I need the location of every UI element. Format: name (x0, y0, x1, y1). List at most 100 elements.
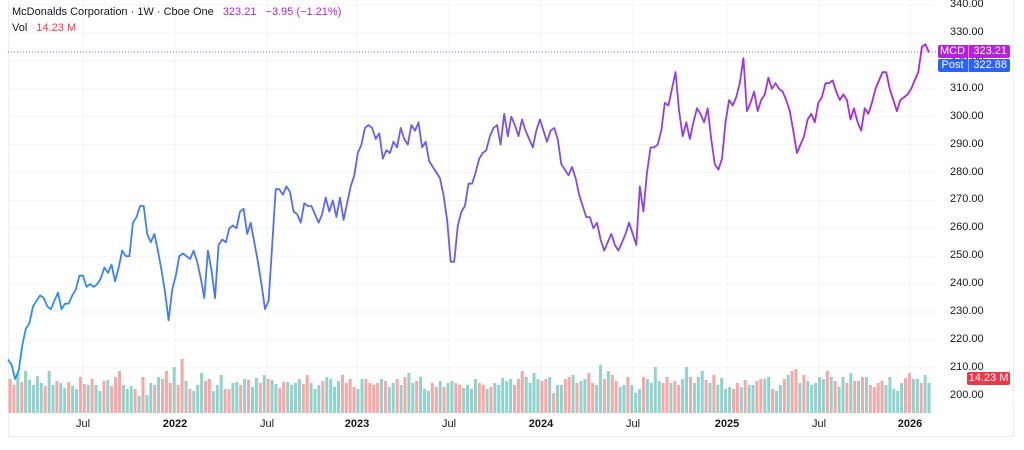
volume-bar (622, 385, 626, 413)
volume-bar (305, 375, 309, 413)
volume-bar (172, 367, 176, 413)
volume-bar (219, 375, 223, 413)
volume-bar (911, 379, 915, 413)
volume-bar (681, 379, 685, 413)
volume-bar (372, 385, 376, 413)
volume-bar (90, 379, 94, 413)
price-tick-label: 280.00 (950, 165, 984, 178)
volume-bar (352, 387, 356, 413)
symbol-title[interactable]: McDonalds Corporation · 1W · Cboe One (12, 6, 214, 18)
volume-bar (98, 391, 102, 413)
volume-bar (133, 389, 137, 413)
volume-bar (344, 383, 348, 413)
volume-bar (501, 378, 505, 413)
volume-bar (82, 384, 86, 413)
volume-bar (200, 373, 204, 413)
volume-bar (904, 378, 907, 413)
volume-bar (923, 375, 927, 413)
volume-bar (51, 385, 55, 413)
volume-bar (470, 389, 473, 413)
volume-bar (712, 375, 716, 413)
volume-bar (426, 391, 430, 413)
volume-bar (454, 383, 458, 413)
volume-bar (802, 375, 806, 413)
price-line (7, 43, 930, 380)
chart-legend: McDonalds Corporation · 1W · Cboe One 32… (12, 4, 341, 36)
volume-bar (161, 379, 164, 413)
volume-bar (513, 385, 516, 413)
volume-value: 14.23 M (36, 22, 77, 34)
volume-bar (747, 385, 751, 413)
mcd-price-badge: MCD 323.21 (938, 45, 1010, 58)
volume-bar (266, 379, 270, 413)
price-tick-label: 240.00 (950, 277, 984, 290)
volume-bar (383, 381, 387, 413)
volume-bar (579, 381, 583, 413)
volume-bar (196, 385, 200, 413)
volume-bar (243, 379, 247, 413)
volume-bar (485, 389, 489, 413)
volume-bar (528, 383, 532, 413)
volume-bar (442, 387, 446, 413)
post-badge-label: Post (941, 59, 964, 71)
volume-bar (614, 381, 618, 413)
chart-panel[interactable] (8, 0, 1014, 437)
volume-bar (790, 371, 794, 413)
volume-bar (239, 385, 243, 413)
volume-bar (896, 391, 900, 413)
volume-bar (274, 384, 278, 413)
volume-bar (759, 379, 763, 413)
volume-bar (356, 389, 360, 413)
volume-bar (661, 383, 665, 413)
volume-bar (692, 383, 696, 413)
volume-bar (798, 383, 802, 413)
price-tick-label: 270.00 (950, 193, 984, 206)
volume-bar (407, 373, 411, 413)
last-price: 323.21 (222, 6, 257, 18)
volume-bar (685, 367, 688, 413)
volume-bar (544, 379, 548, 413)
volume-bar (649, 383, 653, 413)
volume-bar (497, 385, 501, 413)
volume-bar (853, 381, 857, 413)
grid-lines (9, 0, 935, 414)
volume-bar (282, 382, 286, 413)
volume-bar (606, 371, 610, 413)
volume-bar (301, 384, 305, 413)
volume-bar (360, 379, 364, 413)
volume-bar (833, 381, 837, 413)
volume-bar (247, 380, 250, 413)
volume-bar (845, 383, 849, 413)
volume-bar (223, 389, 227, 413)
volume-bar (751, 385, 755, 413)
volume-bar (180, 359, 184, 413)
volume-bar (270, 380, 274, 413)
volume-bar (129, 386, 133, 413)
volume-bar (884, 385, 888, 413)
volume-bar (376, 383, 380, 413)
volume-bar (340, 375, 344, 413)
volume-bar (118, 371, 121, 413)
volume-bar (724, 389, 728, 413)
volume-badge-value: 14.23 M (968, 372, 1009, 384)
volume-bar (102, 381, 106, 413)
volume-bar (364, 379, 368, 413)
price-tick-label: 290.00 (950, 137, 984, 150)
volume-label[interactable]: Vol (12, 22, 28, 34)
volume-bar (775, 391, 778, 413)
volume-bar (728, 387, 732, 413)
volume-bar (32, 385, 35, 413)
volume-bar (915, 379, 919, 413)
volume-bar (114, 377, 118, 413)
volume-bar (634, 393, 638, 413)
volume-bar (642, 377, 645, 413)
price-change: −3.95 (−1.21%) (265, 6, 342, 18)
volume-bar (837, 387, 841, 413)
volume-bar (575, 383, 579, 413)
volume-bar (927, 383, 931, 413)
volume-bar (411, 383, 415, 413)
volume-bar (20, 382, 24, 413)
volume-bar (602, 379, 606, 413)
volume-bar (71, 386, 75, 413)
